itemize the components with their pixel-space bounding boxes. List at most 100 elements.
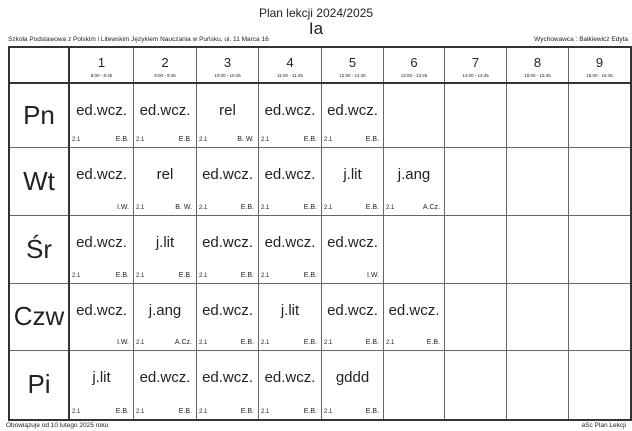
lesson-cell[interactable]: ed.wcz. 2.1 E.B. — [196, 349, 259, 421]
lesson-cell[interactable]: ed.wcz. 2.1 E.B. — [196, 282, 259, 351]
lesson-cell[interactable]: j.lit 2.1 E.B. — [321, 146, 384, 216]
lesson-subject: ed.wcz. — [264, 368, 316, 386]
empty-cell — [506, 82, 569, 148]
period-number: 7 — [471, 55, 480, 70]
period-header: 9 16:00 - 16:45 — [568, 46, 632, 84]
lesson-teacher: B. W. — [237, 135, 254, 143]
lesson-cell[interactable]: j.lit 2.1 E.B. — [258, 282, 322, 351]
school-name: Szkoła Podstawowa z Polskim i Litewskim … — [8, 36, 269, 43]
lesson-cell[interactable]: rel 2.1 B. W. — [196, 82, 259, 148]
lesson-room: 2.1 — [136, 204, 145, 211]
lesson-subject: ed.wcz. — [139, 368, 191, 386]
lesson-subject: j.lit — [92, 368, 111, 386]
lesson-room: 2.1 — [136, 136, 145, 143]
lesson-room: 2.1 — [386, 204, 395, 211]
day-row: Pn ed.wcz. 2.1 E.B. ed.wcz. 2.1 E.B. rel 2.1 B. W… — [8, 82, 632, 148]
period-time: 11:00 - 11:45 — [277, 73, 303, 78]
lesson-teacher: E.B. — [240, 408, 254, 415]
lesson-cell[interactable]: ed.wcz. I.W. — [68, 282, 134, 351]
lesson-cell[interactable]: ed.wcz. I.W. — [321, 214, 384, 284]
lesson-cell[interactable]: ed.wcz. 2.1 E.B. — [383, 282, 445, 351]
period-number: 9 — [595, 55, 604, 70]
lesson-cell[interactable]: ed.wcz. 2.1 E.B. — [196, 146, 259, 216]
lesson-teacher: E.B. — [303, 271, 317, 279]
lesson-room: 2.1 — [136, 339, 145, 346]
corner-cell — [8, 46, 70, 84]
period-header: 5 12:00 - 12:45 — [321, 46, 384, 84]
lesson-cell[interactable]: rel 2.1 B. W. — [133, 146, 197, 216]
lesson-room: 2.1 — [261, 204, 270, 211]
lesson-cell[interactable]: ed.wcz. 2.1 E.B. — [196, 214, 259, 284]
day-label: Czw — [8, 282, 70, 351]
period-header: 7 14:00 - 14:45 — [444, 46, 507, 84]
lesson-teacher: E.B. — [365, 135, 379, 143]
lesson-cell[interactable]: ed.wcz. 2.1 E.B. — [258, 82, 322, 148]
empty-cell — [568, 349, 632, 421]
timetable: 1 8:00 - 8:45 2 9:00 - 9:45 3 10:00 - 10:45 4 1… — [8, 46, 632, 421]
lesson-room: 2.1 — [72, 136, 81, 143]
period-number: 8 — [533, 55, 542, 70]
lesson-subject: rel — [219, 102, 236, 119]
lesson-cell[interactable]: j.lit 2.1 E.B. — [133, 214, 197, 284]
lesson-cell[interactable]: ed.wcz. 2.1 E.B. — [321, 82, 384, 148]
period-time: 10:00 - 10:45 — [214, 73, 241, 78]
lesson-subject: gddd — [335, 368, 370, 386]
lesson-room: 2.1 — [199, 339, 208, 346]
lesson-cell[interactable]: j.ang 2.1 A.Cz. — [383, 146, 445, 216]
lesson-subject: rel — [156, 165, 174, 183]
lesson-teacher: E.B. — [115, 271, 129, 279]
lesson-cell[interactable]: j.lit 2.1 E.B. — [68, 349, 134, 421]
day-label: Pn — [8, 82, 70, 148]
empty-cell — [568, 214, 632, 284]
lesson-subject: ed.wcz. — [264, 233, 316, 251]
period-number: 2 — [161, 55, 169, 70]
lesson-cell[interactable]: ed.wcz. 2.1 E.B. — [321, 282, 384, 351]
period-time: 13:00 - 13:45 — [400, 73, 428, 78]
day-row: Śr ed.wcz. 2.1 E.B. j.lit 2.1 E.B. ed.wcz. 2.1 E.… — [8, 214, 632, 284]
period-time: 12:00 - 12:45 — [339, 73, 366, 78]
lesson-cell[interactable]: ed.wcz. 2.1 E.B. — [133, 82, 197, 148]
lesson-cell[interactable]: ed.wcz. I.W. — [68, 146, 134, 216]
lesson-cell[interactable]: ed.wcz. 2.1 E.B. — [258, 349, 322, 421]
lesson-subject: ed.wcz. — [202, 301, 253, 319]
lesson-teacher: B. W. — [175, 203, 192, 211]
lesson-cell[interactable]: ed.wcz. 2.1 E.B. — [258, 146, 322, 216]
period-header: 8 15:00 - 15:45 — [506, 46, 569, 84]
lesson-teacher: E.B. — [178, 135, 192, 143]
empty-cell — [383, 214, 445, 284]
lesson-room: 2.1 — [136, 409, 145, 415]
generator-label: aSc Plan Lekcji — [581, 422, 626, 429]
lesson-room: 2.1 — [324, 339, 333, 346]
empty-cell — [444, 82, 507, 148]
lesson-subject: ed.wcz. — [264, 102, 316, 119]
lesson-subject: ed.wcz. — [76, 301, 127, 319]
lesson-cell[interactable]: ed.wcz. 2.1 E.B. — [133, 349, 197, 421]
lesson-subject: j.ang — [148, 301, 182, 319]
empty-cell — [383, 349, 445, 421]
lesson-teacher: E.B. — [303, 203, 317, 211]
period-number: 1 — [97, 55, 106, 70]
period-header: 4 11:00 - 11:45 — [258, 46, 322, 84]
lesson-room: 2.1 — [199, 409, 208, 415]
lesson-teacher: E.B. — [365, 408, 379, 415]
lesson-cell[interactable]: ed.wcz. 2.1 E.B. — [258, 214, 322, 284]
lesson-subject: ed.wcz. — [327, 102, 378, 119]
empty-cell — [568, 146, 632, 216]
lesson-subject: ed.wcz. — [264, 165, 316, 183]
lesson-teacher: E.B. — [240, 203, 254, 211]
period-time: 15:00 - 15:45 — [524, 73, 551, 78]
lesson-teacher: E.B. — [178, 408, 192, 415]
lesson-subject: ed.wcz. — [76, 102, 127, 119]
lesson-cell[interactable]: ed.wcz. 2.1 E.B. — [68, 82, 134, 148]
period-number: 3 — [223, 55, 232, 70]
lesson-cell[interactable]: gddd 2.1 E.B. — [321, 349, 384, 421]
lesson-teacher: E.B. — [303, 135, 317, 143]
lesson-subject: ed.wcz. — [202, 233, 253, 251]
lesson-subject: ed.wcz. — [202, 165, 253, 183]
lesson-cell[interactable]: j.ang 2.1 A.Cz. — [133, 282, 197, 351]
header-row: 1 8:00 - 8:45 2 9:00 - 9:45 3 10:00 - 10:45 4 1… — [8, 46, 632, 84]
lesson-subject: j.lit — [280, 301, 300, 319]
lesson-room: 2.1 — [72, 272, 81, 279]
lesson-teacher: A.Cz. — [174, 338, 192, 346]
lesson-cell[interactable]: ed.wcz. 2.1 E.B. — [68, 214, 134, 284]
